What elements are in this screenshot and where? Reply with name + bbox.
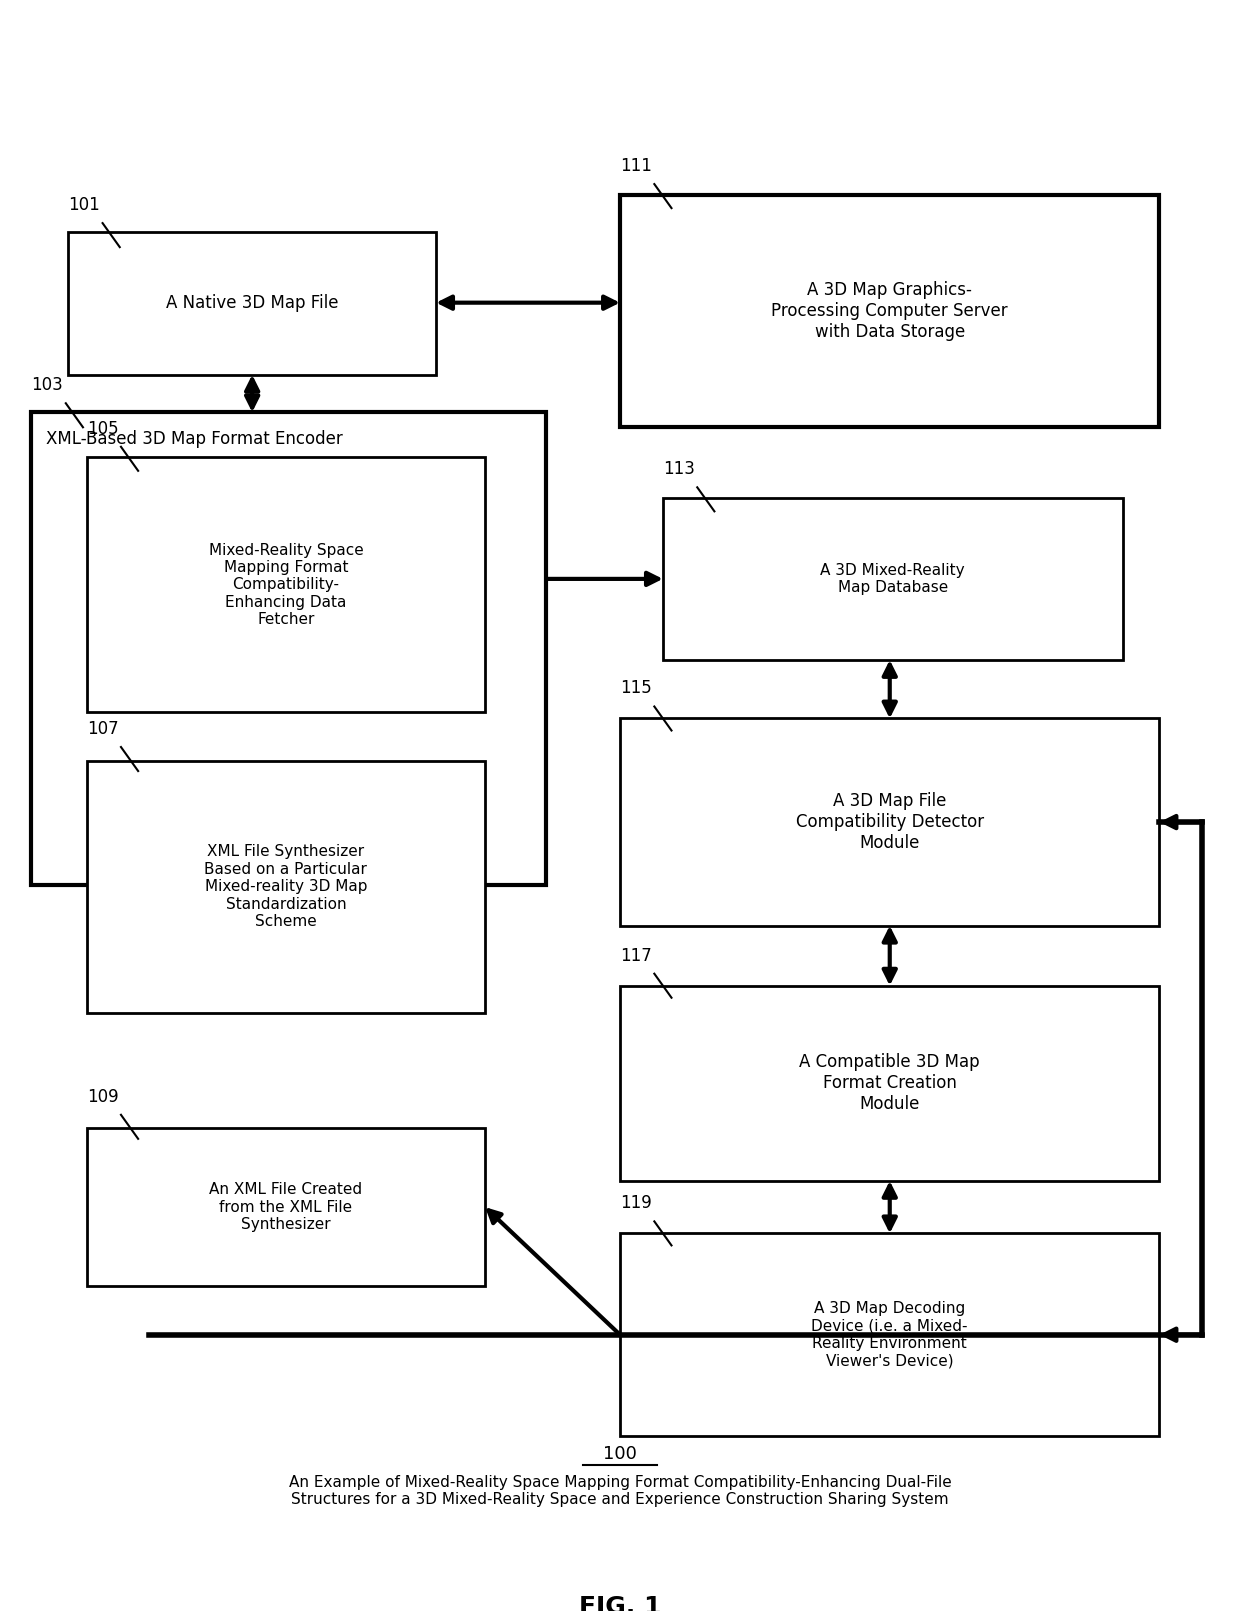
Text: A 3D Map File
Compatibility Detector
Module: A 3D Map File Compatibility Detector Mod… (796, 793, 983, 852)
FancyBboxPatch shape (620, 1234, 1159, 1435)
FancyBboxPatch shape (620, 719, 1159, 926)
Text: A Compatible 3D Map
Format Creation
Module: A Compatible 3D Map Format Creation Modu… (800, 1054, 980, 1113)
Text: 119: 119 (620, 1194, 652, 1213)
Text: 107: 107 (87, 720, 118, 738)
Text: 105: 105 (87, 420, 118, 438)
Text: 113: 113 (663, 461, 694, 478)
FancyBboxPatch shape (87, 760, 485, 1013)
Text: A 3D Map Graphics-
Processing Computer Server
with Data Storage: A 3D Map Graphics- Processing Computer S… (771, 282, 1008, 342)
Text: XML File Synthesizer
Based on a Particular
Mixed-reality 3D Map
Standardization
: XML File Synthesizer Based on a Particul… (205, 844, 367, 930)
Text: Mixed-Reality Space
Mapping Format
Compatibility-
Enhancing Data
Fetcher: Mixed-Reality Space Mapping Format Compa… (208, 543, 363, 627)
Text: 115: 115 (620, 680, 652, 698)
Text: A Native 3D Map File: A Native 3D Map File (166, 295, 339, 313)
Text: An XML File Created
from the XML File
Synthesizer: An XML File Created from the XML File Sy… (210, 1182, 362, 1232)
Text: A 3D Map Decoding
Device (i.e. a Mixed-
Reality Environment
Viewer's Device): A 3D Map Decoding Device (i.e. a Mixed- … (811, 1302, 968, 1368)
Text: 100: 100 (603, 1445, 637, 1463)
Text: 101: 101 (68, 197, 100, 214)
FancyBboxPatch shape (87, 1128, 485, 1286)
Text: An Example of Mixed-Reality Space Mapping Format Compatibility-Enhancing Dual-Fi: An Example of Mixed-Reality Space Mappin… (289, 1476, 951, 1508)
Text: FIG. 1: FIG. 1 (579, 1595, 661, 1611)
FancyBboxPatch shape (68, 232, 436, 375)
FancyBboxPatch shape (620, 986, 1159, 1181)
FancyBboxPatch shape (663, 498, 1122, 661)
FancyBboxPatch shape (620, 195, 1159, 427)
Text: A 3D Mixed-Reality
Map Database: A 3D Mixed-Reality Map Database (821, 562, 965, 594)
Text: XML-Based 3D Map Format Encoder: XML-Based 3D Map Format Encoder (46, 430, 343, 448)
Text: 103: 103 (31, 377, 63, 395)
FancyBboxPatch shape (31, 412, 547, 884)
Text: 111: 111 (620, 158, 652, 176)
FancyBboxPatch shape (87, 458, 485, 712)
Text: 117: 117 (620, 947, 652, 965)
Text: 109: 109 (87, 1087, 118, 1105)
